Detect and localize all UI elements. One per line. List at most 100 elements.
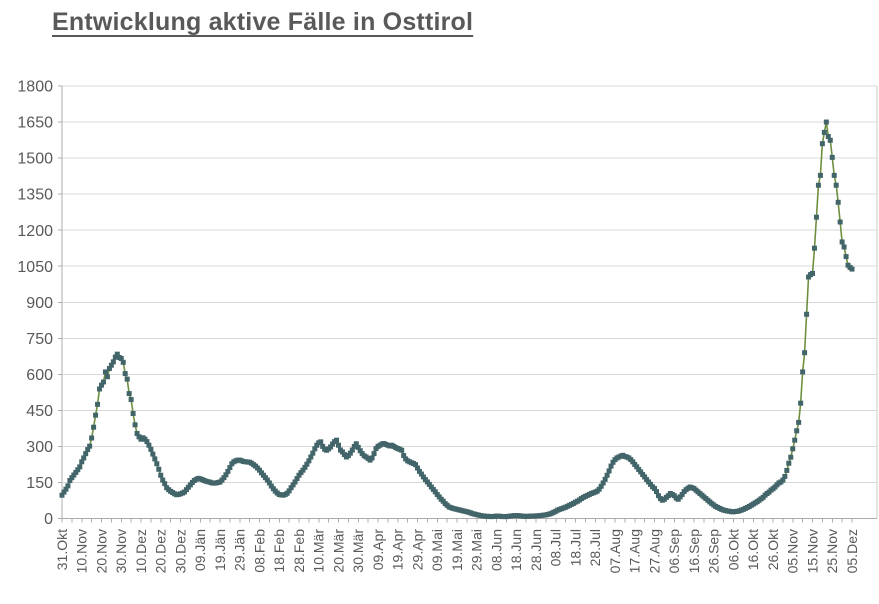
- data-point-marker: [304, 461, 310, 467]
- y-tick-label: 300: [26, 439, 53, 456]
- data-point-marker: [148, 446, 154, 452]
- data-point-marker: [312, 446, 318, 452]
- data-point-marker: [160, 477, 166, 483]
- x-tick-label: 06.Okt: [725, 529, 741, 570]
- data-point-marker: [290, 482, 296, 488]
- data-point-marker: [638, 469, 644, 475]
- y-axis-labels: 0 150 300 450 600 750 900 1050 1200 1350 1500 1650 1…: [17, 79, 53, 528]
- x-tick-label: 26.Sep: [706, 529, 722, 574]
- data-point-marker: [61, 489, 67, 495]
- data-point-marker: [102, 369, 108, 375]
- data-point-marker: [294, 476, 300, 482]
- data-point-marker: [357, 448, 363, 454]
- x-tick-label: 08.Feb: [251, 529, 267, 573]
- data-point-marker: [223, 472, 229, 478]
- data-point-marker: [634, 464, 640, 470]
- data-point-marker: [790, 446, 796, 452]
- data-point-marker: [598, 483, 604, 489]
- x-tick-label: 30.Mär: [350, 529, 366, 573]
- data-point-marker: [85, 447, 91, 453]
- data-point-marker: [413, 462, 419, 468]
- x-tick-label: 20.Dez: [153, 529, 169, 573]
- data-point-marker: [114, 351, 120, 357]
- data-point-marker: [652, 485, 657, 491]
- data-point-marker: [817, 172, 823, 178]
- y-tick-label: 1200: [17, 223, 53, 240]
- data-point-marker: [268, 483, 274, 489]
- data-point-marker: [336, 442, 341, 448]
- x-tick-label: 18.Jun: [508, 529, 524, 571]
- data-point-marker: [156, 466, 162, 472]
- data-point-marker: [308, 454, 314, 460]
- x-tick-label: 09.Mai: [429, 529, 445, 571]
- data-point-marker: [128, 397, 134, 403]
- data-point-marker: [83, 451, 89, 457]
- data-point-marker: [302, 464, 308, 470]
- x-tick-label: 08.Jun: [488, 529, 504, 571]
- x-tick-label: 16.Okt: [745, 529, 761, 570]
- x-tick-label: 27.Aug: [646, 529, 662, 573]
- data-point-marker: [93, 412, 99, 418]
- data-point-marker: [79, 459, 85, 465]
- data-point-marker: [355, 444, 361, 450]
- data-point-marker: [134, 430, 140, 436]
- data-point-marker: [596, 486, 602, 492]
- x-tick-label: 16.Sep: [686, 529, 702, 574]
- x-tick-label: 28.Jun: [528, 529, 544, 571]
- data-point-marker: [122, 371, 128, 377]
- y-tick-label: 600: [26, 367, 53, 384]
- data-point-marker: [347, 450, 353, 456]
- data-point-marker: [351, 443, 357, 449]
- data-point-marker: [415, 465, 420, 471]
- x-tick-label: 20.Nov: [93, 529, 109, 573]
- data-point-marker: [416, 468, 422, 474]
- data-point-marker: [110, 359, 116, 365]
- data-point-marker: [399, 447, 405, 453]
- data-point-marker: [813, 214, 819, 220]
- y-tick-label: 1350: [17, 187, 53, 204]
- data-point-marker: [800, 369, 806, 375]
- data-point-marker: [99, 382, 104, 388]
- data-point-marker: [130, 411, 136, 416]
- data-point-marker: [401, 453, 407, 459]
- data-point-marker: [608, 463, 614, 469]
- data-point-marker: [600, 480, 606, 486]
- data-point-marker: [286, 488, 292, 494]
- data-point-marker: [264, 477, 270, 483]
- data-point-marker: [120, 359, 126, 365]
- x-tick-label: 19.Jän: [212, 529, 228, 571]
- x-axis-labels: 31.Okt 10.Nov 20.Nov 30.Nov 10.Dez 20.Dez 30.D…: [54, 529, 860, 574]
- data-point-marker: [796, 419, 802, 425]
- x-tick-label: 07.Aug: [607, 529, 623, 573]
- axes: [58, 85, 878, 523]
- data-point-marker: [786, 460, 792, 466]
- series-markers: [59, 119, 855, 520]
- data-point-marker: [811, 245, 817, 251]
- data-point-marker: [815, 182, 821, 188]
- x-tick-label: 25.Nov: [824, 529, 840, 573]
- data-point-marker: [819, 141, 825, 147]
- data-point-marker: [821, 129, 827, 135]
- data-point-marker: [642, 474, 648, 480]
- data-point-marker: [81, 455, 87, 461]
- gridlines: [62, 85, 877, 483]
- x-tick-label: 09.Jän: [192, 529, 208, 571]
- x-tick-label: 15.Nov: [804, 529, 820, 573]
- series-line: [61, 121, 853, 518]
- data-point-marker: [132, 422, 138, 428]
- data-point-marker: [158, 472, 164, 478]
- x-tick-label: 29.Mai: [469, 529, 485, 571]
- data-point-marker: [296, 472, 302, 478]
- y-tick-label: 1800: [17, 79, 53, 96]
- x-tick-label: 06.Sep: [666, 529, 682, 574]
- data-point-marker: [804, 311, 810, 317]
- data-point-marker: [100, 379, 106, 385]
- data-point-marker: [679, 491, 685, 497]
- data-point-marker: [420, 474, 426, 480]
- x-tick-label: 10.Mär: [311, 529, 327, 573]
- data-point-marker: [69, 475, 75, 481]
- y-tick-label: 150: [26, 475, 53, 492]
- data-point-marker: [67, 478, 73, 484]
